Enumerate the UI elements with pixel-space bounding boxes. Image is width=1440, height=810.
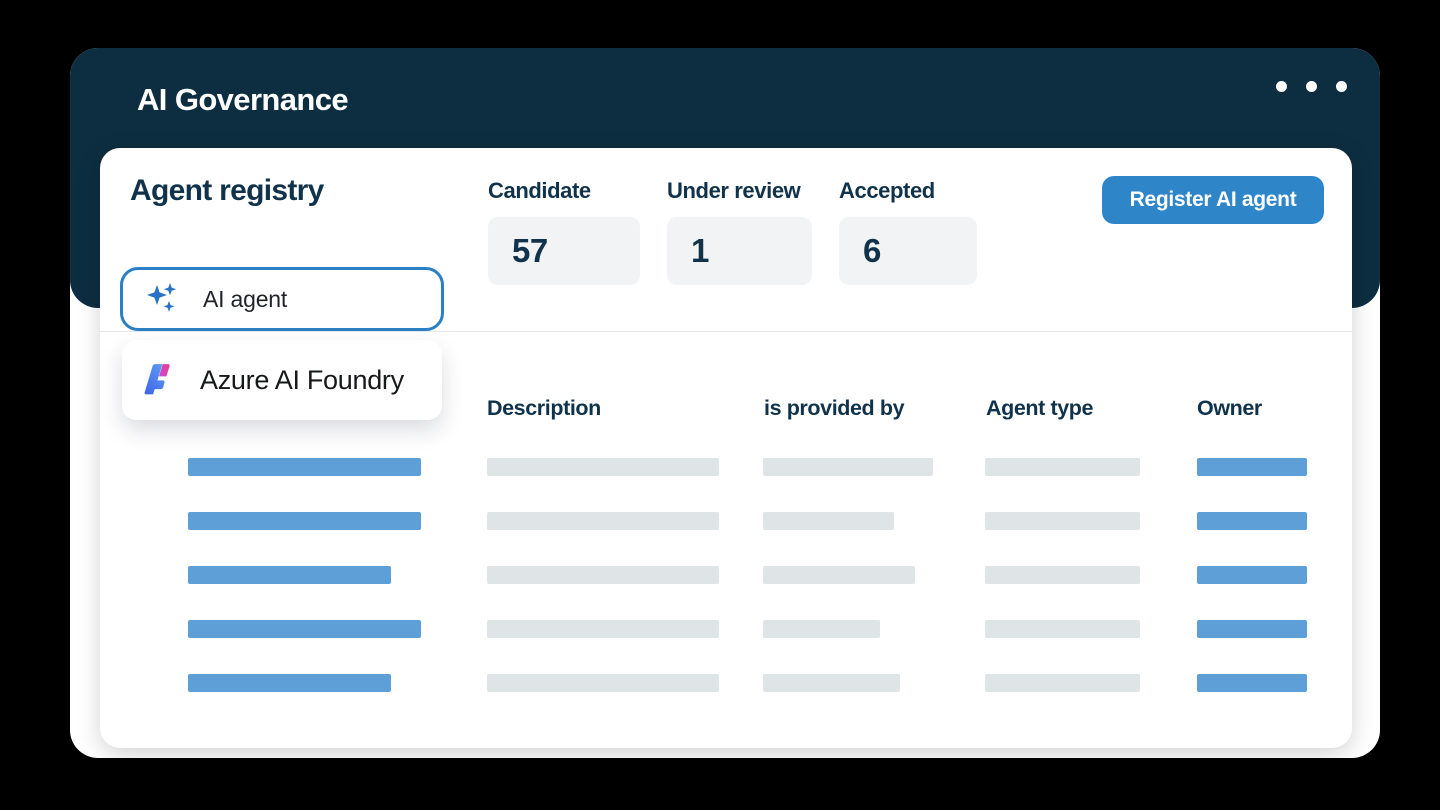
combobox-value: AI agent — [203, 285, 288, 312]
section-divider — [100, 331, 1352, 332]
skeleton-bar-name — [188, 566, 391, 584]
skeleton-bar-owner — [1197, 566, 1307, 584]
app-title: AI Governance — [137, 82, 349, 117]
stat-label: Under review — [667, 178, 801, 203]
skeleton-bar-owner — [1197, 458, 1307, 476]
table-header-row: Description is provided by Agent type Ow… — [100, 396, 1352, 424]
column-header-is-provided-by: is provided by — [764, 396, 905, 420]
skeleton-bar-description — [487, 620, 719, 638]
column-header-agent-type: Agent type — [986, 396, 1094, 420]
table-row — [100, 566, 1352, 584]
skeleton-bar-agent-type — [985, 458, 1140, 476]
skeleton-bar-description — [487, 512, 719, 530]
skeleton-bar-provided-by — [763, 512, 894, 530]
window-dot-icon[interactable] — [1336, 81, 1347, 92]
stat-accepted: Accepted 6 — [839, 178, 977, 285]
skeleton-bar-provided-by — [763, 620, 880, 638]
suggestion-azure-ai-foundry[interactable]: Azure AI Foundry — [122, 340, 442, 420]
stat-value: 6 — [863, 232, 881, 269]
stat-value-box: 6 — [839, 217, 977, 285]
window-dot-icon[interactable] — [1306, 81, 1317, 92]
page-title: Agent registry — [130, 174, 324, 207]
skeleton-bar-provided-by — [763, 674, 900, 692]
skeleton-bar-owner — [1197, 512, 1307, 530]
stat-label: Candidate — [488, 178, 591, 203]
suggestion-label: Azure AI Foundry — [200, 364, 404, 395]
table-row — [100, 674, 1352, 692]
skeleton-bar-provided-by — [763, 458, 933, 476]
column-header-description: Description — [487, 396, 601, 420]
skeleton-bar-description — [487, 674, 719, 692]
agent-registry-card: Agent registry Candidate 57 Under review… — [100, 148, 1352, 748]
table-row — [100, 620, 1352, 638]
skeleton-bar-name — [188, 458, 421, 476]
skeleton-bar-description — [487, 458, 719, 476]
azure-ai-foundry-logo-icon — [140, 361, 178, 399]
window-controls — [1276, 81, 1347, 92]
skeleton-bar-agent-type — [985, 512, 1140, 530]
table-row — [100, 458, 1352, 476]
stat-under-review: Under review 1 — [667, 178, 812, 285]
stat-value: 57 — [512, 232, 548, 269]
skeleton-bar-agent-type — [985, 674, 1140, 692]
skeleton-bar-name — [188, 620, 421, 638]
skeleton-bar-owner — [1197, 620, 1307, 638]
stat-value-box: 1 — [667, 217, 812, 285]
sparkles-icon — [143, 279, 183, 319]
app-window: AI Governance Agent registry Candidate 5… — [70, 48, 1380, 758]
window-dot-icon[interactable] — [1276, 81, 1287, 92]
skeleton-bar-agent-type — [985, 620, 1140, 638]
skeleton-bar-name — [188, 674, 391, 692]
stat-value: 1 — [691, 232, 709, 269]
skeleton-bar-name — [188, 512, 421, 530]
stat-value-box: 57 — [488, 217, 640, 285]
stat-candidate: Candidate 57 — [488, 178, 640, 285]
table-body — [100, 458, 1352, 728]
table-row — [100, 512, 1352, 530]
register-ai-agent-button[interactable]: Register AI agent — [1102, 176, 1324, 224]
stat-label: Accepted — [839, 178, 935, 203]
skeleton-bar-description — [487, 566, 719, 584]
skeleton-bar-provided-by — [763, 566, 915, 584]
skeleton-bar-owner — [1197, 674, 1307, 692]
column-header-owner: Owner — [1197, 396, 1262, 420]
ai-agent-combobox[interactable]: AI agent — [120, 267, 444, 331]
skeleton-bar-agent-type — [985, 566, 1140, 584]
